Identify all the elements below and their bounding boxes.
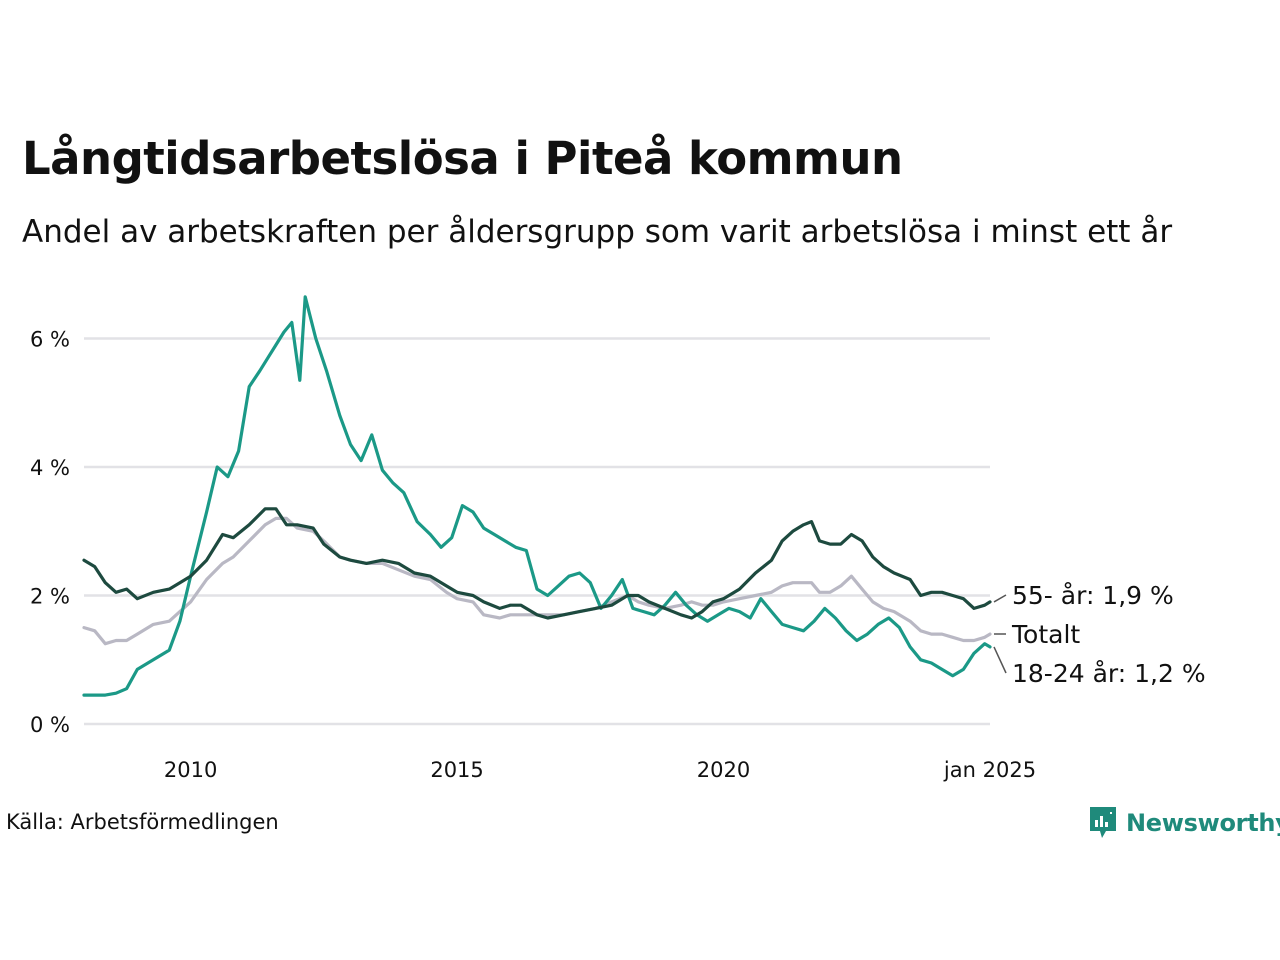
- y-tick-label: 2 %: [30, 585, 70, 609]
- gridlines: [84, 337, 990, 726]
- x-tick-label: 2020: [697, 758, 750, 782]
- chart-title: Långtidsarbetslösa i Piteå kommun: [22, 132, 903, 185]
- x-tick-label: jan 2025: [943, 758, 1036, 782]
- label-connector: [993, 594, 1007, 603]
- x-tick-label: 2010: [164, 758, 217, 782]
- y-tick-label: 6 %: [30, 328, 70, 352]
- series-end-label: Totalt: [1011, 620, 1080, 649]
- series-end-labels: 55- år: 1,9 % Totalt 18-24 år: 1,2 %: [993, 581, 1206, 688]
- chart-subtitle: Andel av arbetskraften per åldersgrupp s…: [22, 214, 1173, 250]
- newsworthy-logo-icon: [1090, 807, 1116, 838]
- x-axis-ticks: 2010 2015 2020 jan 2025: [164, 758, 1036, 782]
- series-line-18-24-r: [82, 295, 992, 697]
- series-lines: [82, 295, 992, 697]
- label-connector: [993, 646, 1007, 674]
- x-tick-label: 2015: [430, 758, 483, 782]
- y-tick-label: 0 %: [30, 713, 70, 737]
- y-axis-ticks: 0 % 2 % 4 % 6 %: [30, 328, 70, 737]
- source-note: Källa: Arbetsförmedlingen: [6, 810, 279, 834]
- y-tick-label: 4 %: [30, 456, 70, 480]
- newsworthy-logo-text: Newsworthy: [1126, 809, 1280, 837]
- series-end-label: 18-24 år: 1,2 %: [1012, 659, 1206, 688]
- newsworthy-logo[interactable]: Newsworthy: [1088, 804, 1280, 842]
- series-line-55-r: [82, 507, 992, 620]
- series-end-label: 55- år: 1,9 %: [1012, 581, 1174, 610]
